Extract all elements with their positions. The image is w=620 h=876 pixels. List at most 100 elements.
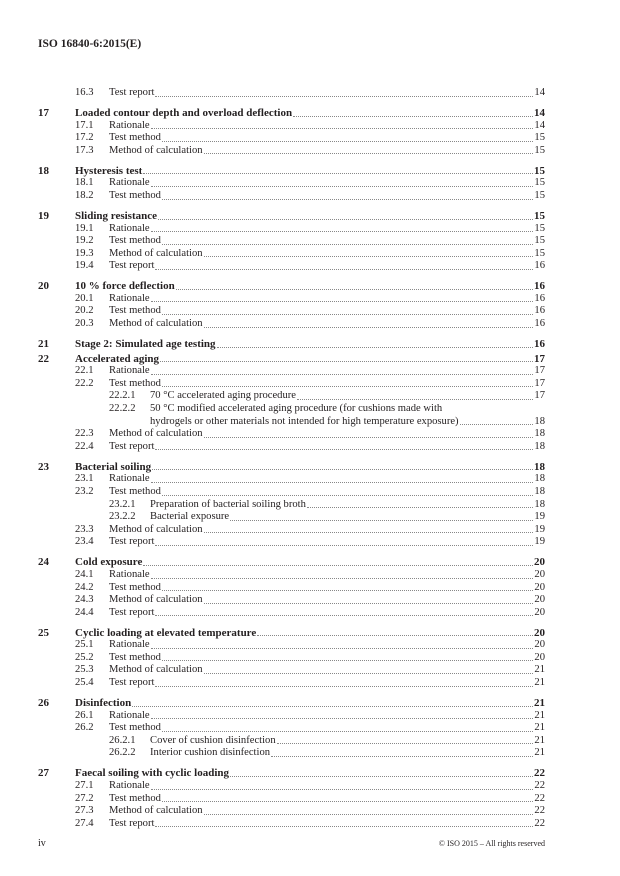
entry-number: 23.1 [75,473,94,485]
toc-entry[interactable]: 25.2 Test method 20 [38,652,545,665]
toc-entry[interactable]: 25.1 Rationale 20 [38,639,545,652]
entry-title: Cold exposure [75,556,143,569]
toc-entry[interactable]: 27 Faecal soiling with cyclic loading 22 [38,767,545,780]
toc-entry[interactable]: 17.3 Method of calculation 15 [38,145,545,158]
dot-leader [155,449,534,451]
dot-leader [161,730,534,732]
toc-entry[interactable]: 20.3 Method of calculation 16 [38,318,545,331]
entry-title: Rationale [109,119,150,131]
dot-leader [161,198,534,200]
dot-leader [161,590,534,592]
entry-title: Rationale [109,292,150,304]
dot-leader [161,314,534,316]
toc-entry[interactable]: 24.3 Method of calculation 20 [38,594,545,607]
toc-entry[interactable]: 23 Bacterial soiling 18 [38,461,545,474]
toc-entry[interactable]: 19.1 Rationale 15 [38,223,545,236]
toc-entry[interactable]: 23.4 Test report 19 [38,536,545,549]
toc-entry[interactable]: 23.3 Method of calculation 19 [38,524,545,537]
toc-entry[interactable]: 24.2 Test method 20 [38,582,545,595]
toc-entry[interactable]: 26.1 Rationale 21 [38,710,545,723]
document-id-header: ISO 16840-6:2015(E) [38,38,142,50]
toc-entry[interactable]: 24.4 Test report 20 [38,607,545,620]
dot-leader [143,173,533,175]
toc-entry[interactable]: 26 Disinfection 21 [38,697,545,710]
entry-page: 18 [534,460,545,473]
entry-title: Interior cushion disinfection [150,747,271,759]
entry-page: 18 [534,498,545,510]
entry-number: 22.2.1 [109,390,136,402]
entry-page: 21 [534,697,545,710]
toc-entry[interactable]: 20 10 % force deflection 16 [38,280,545,293]
toc-entry[interactable]: 22.2.1 70 °C accelerated aging procedure 1… [38,390,545,403]
toc-entry[interactable]: 26.2 Test method 21 [38,722,545,735]
toc-entry[interactable]: 26.2.1 Cover of cushion disinfection 21 [38,735,545,748]
toc-entry[interactable]: 18.2 Test method 15 [38,190,545,203]
toc-entry[interactable]: 19 Sliding resistance 15 [38,210,545,223]
toc-entry[interactable]: 17 Loaded contour depth and overload defl… [38,107,545,120]
entry-title: Method of calculation [109,144,203,156]
entry-page: 20 [534,639,545,651]
entry-number: 23.2 [75,485,94,497]
toc-entry[interactable]: 23.2.2 Bacterial exposure 19 [38,511,545,524]
dot-leader [150,231,534,233]
toc-entry[interactable]: 19.4 Test report 16 [38,260,545,273]
entry-number: 26.2.1 [109,734,136,746]
toc-entry[interactable]: 27.3 Method of calculation 22 [38,805,545,818]
toc-entry[interactable]: 25.4 Test report 21 [38,677,545,690]
toc-section-26: 26 Disinfection 21 26.1 Rationale 21 26.2 Test … [38,697,545,760]
entry-title: Test report [109,87,155,98]
entry-title: Stage 2: Simulated age testing [75,338,216,351]
dot-leader [203,256,534,258]
toc-entry[interactable]: 22.2.2 50 °C modified accelerated aging p… [38,403,545,416]
dot-leader [161,243,534,245]
toc-entry[interactable]: 17.2 Test method 15 [38,132,545,145]
toc-entry[interactable]: 18 Hysteresis test 15 [38,165,545,178]
toc-entry[interactable]: 21 Stage 2: Simulated age testing 16 [38,338,545,351]
entry-number: 22.3 [75,428,94,440]
toc-entry[interactable]: 17.1 Rationale 14 [38,120,545,133]
toc-entry[interactable]: 27.4 Test report 22 [38,818,545,831]
toc-entry[interactable]: 24 Cold exposure 20 [38,556,545,569]
toc-section-19: 19 Sliding resistance 15 19.1 Rationale 15 19.… [38,210,545,273]
toc-entry[interactable]: 20.1 Rationale 16 [38,293,545,306]
toc-section-21: 21 Stage 2: Simulated age testing 16 [38,338,545,351]
toc-entry[interactable]: 25 Cyclic loading at elevated temperature… [38,627,545,640]
toc-entry[interactable]: 25.3 Method of calculation 21 [38,664,545,677]
toc-entry[interactable]: 23.1 Rationale 18 [38,473,545,486]
entry-page: 20 [534,626,545,639]
entry-page: 16 [534,292,545,304]
toc-entry[interactable]: 19.2 Test method 15 [38,235,545,248]
entry-page: 15 [534,164,545,177]
toc-entry[interactable]: 22 Accelerated aging 17 [38,353,545,366]
toc-entry-continuation[interactable]: hydrogels or other materials not intende… [38,416,545,429]
toc-entry[interactable]: 27.1 Rationale 22 [38,780,545,793]
entry-number: 22.2 [75,377,94,389]
entry-page: 17 [534,352,545,365]
dot-leader [143,564,533,566]
toc-entry[interactable]: 22.1 Rationale 17 [38,365,545,378]
toc-entry[interactable]: 26.2.2 Interior cushion disinfection 21 [38,747,545,760]
toc-entry[interactable]: 22.2 Test method 17 [38,378,545,391]
dot-leader [230,776,533,777]
dot-leader [150,788,534,790]
toc-entry[interactable]: 22.3 Method of calculation 18 [38,428,545,441]
toc-entry[interactable]: 20.2 Test method 16 [38,305,545,318]
toc-entry[interactable]: 27.2 Test method 22 [38,793,545,806]
entry-title: 10 % force deflection [75,280,175,293]
entry-number: 17 [38,106,49,119]
entry-title: Rationale [109,365,150,377]
toc-entry[interactable]: 24.1 Rationale 20 [38,569,545,582]
toc-entry[interactable]: 22.4 Test report 18 [38,441,545,454]
toc-entry[interactable]: 23.2 Test method 18 [38,486,545,499]
table-of-contents: 16.3 Test report 14 17 Loaded contour depth … [38,87,545,830]
entry-title: Test report [109,677,155,689]
toc-entry[interactable]: 19.3 Method of calculation 15 [38,248,545,261]
toc-entry[interactable]: 16.3 Test report 14 [38,87,545,100]
entry-title: Test method [109,792,161,804]
entry-title: Rationale [109,709,150,721]
toc-entry[interactable]: 18.1 Rationale 15 [38,177,545,190]
entry-page: 16 [534,338,545,351]
entry-number: 22 [38,352,49,365]
entry-title: Test report [109,260,155,272]
toc-entry[interactable]: 23.2.1 Preparation of bacterial soiling b… [38,499,545,512]
